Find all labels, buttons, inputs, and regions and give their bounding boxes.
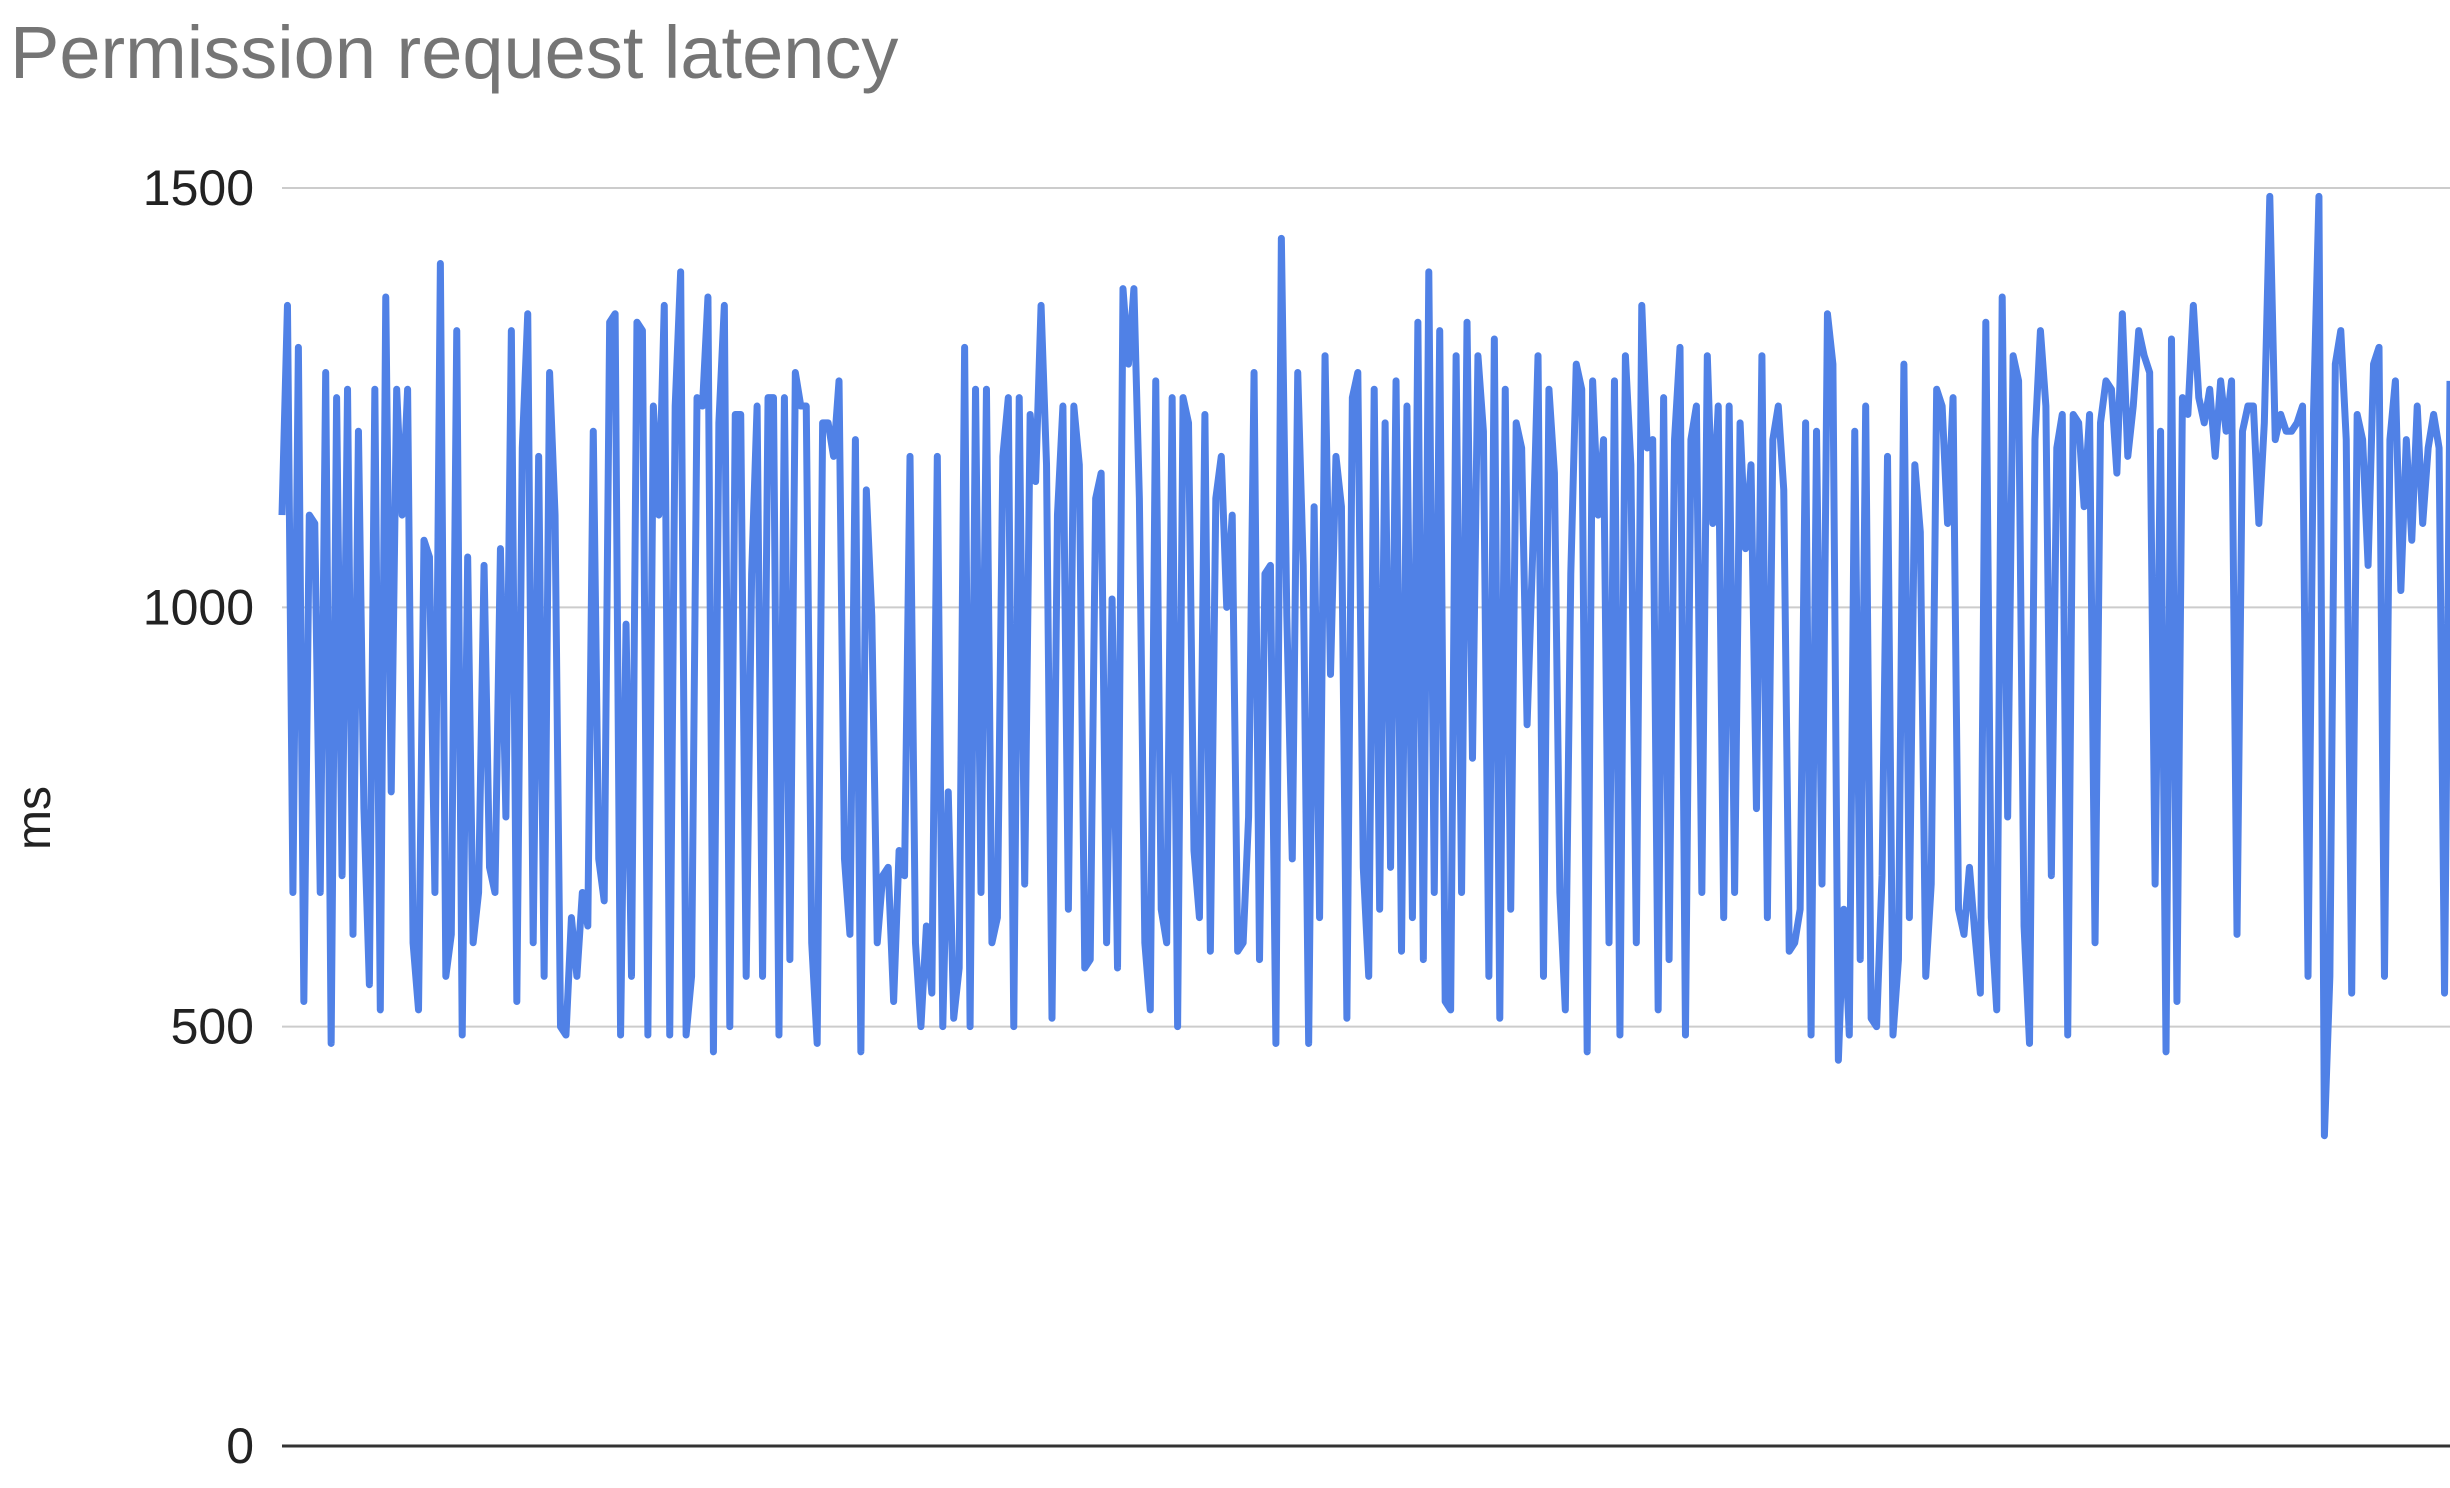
y-axis-title: ms bbox=[8, 786, 61, 850]
chart-title: Permission request latency bbox=[10, 11, 899, 94]
y-tick-label-0: 0 bbox=[226, 1418, 254, 1474]
y-tick-label-500: 500 bbox=[171, 999, 254, 1055]
y-tick-label-1500: 1500 bbox=[143, 160, 254, 216]
y-axis-ticks: 0 500 1000 1500 bbox=[143, 160, 254, 1474]
series-group bbox=[278, 192, 2450, 1140]
y-tick-label-1000: 1000 bbox=[143, 579, 254, 635]
series-line-0 bbox=[278, 192, 2450, 1140]
